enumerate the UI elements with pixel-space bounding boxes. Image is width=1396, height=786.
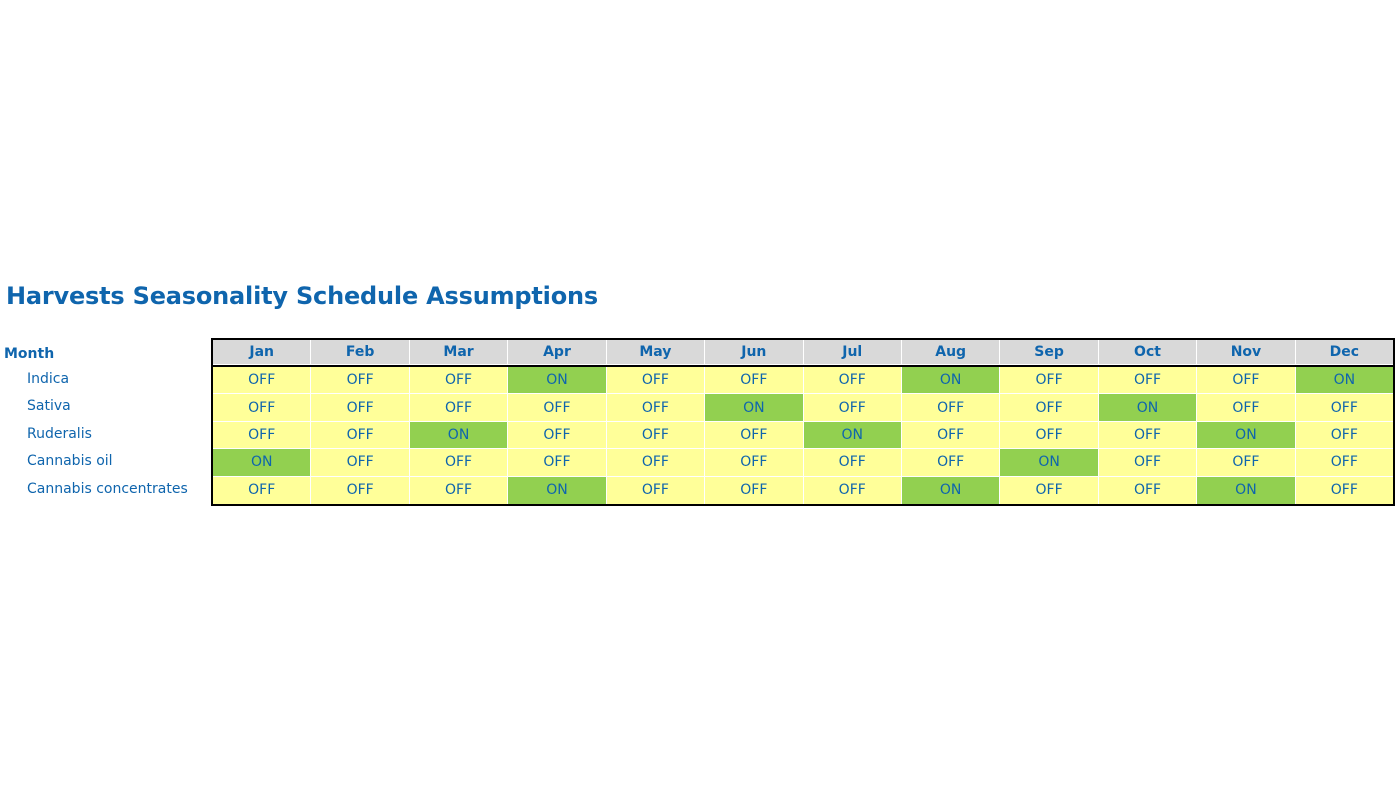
schedule-cell[interactable]: OFF [1197,394,1296,422]
schedule-cell[interactable]: OFF [409,476,509,504]
schedule-cell[interactable]: OFF [606,449,706,477]
month-header-jun[interactable]: Jun [705,340,804,365]
schedule-cell[interactable]: OFF [311,394,410,422]
schedule-cell[interactable]: OFF [213,367,312,395]
month-header-may[interactable]: May [606,340,706,365]
schedule-cell[interactable]: OFF [409,367,509,395]
seasonality-grid: Jan Feb Mar Apr May Jun Jul Aug Sep Oct Nov Dec OFF… [211,338,1395,506]
month-header-sep[interactable]: Sep [1000,340,1099,365]
schedule-cell[interactable]: ON [213,449,312,477]
schedule-cell[interactable]: OFF [705,367,804,395]
schedule-cell[interactable]: OFF [508,421,607,450]
table-row: OFF OFF OFF ON OFF OFF OFF ON OFF OFF ON OFF [213,476,1394,504]
schedule-cell[interactable]: ON [508,367,607,395]
row-label-sativa: Sativa [27,398,71,415]
schedule-cell[interactable]: OFF [803,476,902,504]
schedule-cell[interactable]: OFF [1000,476,1099,504]
schedule-cell[interactable]: OFF [409,394,509,422]
schedule-cell[interactable]: OFF [311,476,410,504]
schedule-cell[interactable]: OFF [508,449,607,477]
schedule-cell[interactable]: OFF [1000,421,1099,450]
schedule-cell[interactable]: OFF [606,421,706,450]
schedule-cell[interactable]: OFF [803,367,902,395]
schedule-cell[interactable]: OFF [311,367,410,395]
schedule-cell[interactable]: ON [705,394,804,422]
month-header-nov[interactable]: Nov [1197,340,1296,365]
schedule-cell[interactable]: OFF [1098,476,1198,504]
table-row: OFF OFF OFF ON OFF OFF OFF ON OFF OFF OFF ON [213,367,1394,395]
schedule-cell[interactable]: OFF [1000,367,1099,395]
row-label-indica: Indica [27,371,70,387]
schedule-cell[interactable]: ON [901,476,1001,504]
row-label-cannabis-concentrates: Cannabis concentrates [27,480,188,497]
schedule-cell[interactable]: OFF [705,421,804,450]
schedule-cell[interactable]: OFF [1295,476,1394,504]
schedule-cell[interactable]: OFF [508,394,607,422]
month-header-mar[interactable]: Mar [409,340,509,365]
schedule-cell[interactable]: OFF [311,449,410,477]
schedule-cell[interactable]: OFF [1295,421,1394,450]
schedule-cell[interactable]: OFF [213,421,312,450]
month-header-aug[interactable]: Aug [901,340,1001,365]
month-header-feb[interactable]: Feb [311,340,410,365]
schedule-cell[interactable]: OFF [1000,394,1099,422]
table-row: OFF OFF ON OFF OFF OFF ON OFF OFF OFF ON OFF [213,421,1394,450]
table-row: OFF OFF OFF OFF OFF ON OFF OFF OFF ON OFF OFF [213,394,1394,422]
schedule-cell[interactable]: OFF [901,421,1001,450]
schedule-cell[interactable]: OFF [213,394,312,422]
schedule-cell[interactable]: ON [508,476,607,504]
schedule-cell[interactable]: ON [803,421,902,450]
row-label-ruderalis: Ruderalis [27,425,92,442]
month-header-jan[interactable]: Jan [213,340,312,365]
schedule-cell[interactable]: OFF [1197,367,1296,395]
month-header-apr[interactable]: Apr [508,340,607,365]
schedule-cell[interactable]: OFF [901,394,1001,422]
schedule-cell[interactable]: ON [1197,421,1296,450]
table-row: ON OFF OFF OFF OFF OFF OFF OFF ON OFF OFF OFF [213,449,1394,477]
schedule-cell[interactable]: OFF [803,449,902,477]
schedule-cell[interactable]: OFF [705,449,804,477]
row-label-cannabis-oil: Cannabis oil [27,453,113,470]
schedule-cell[interactable]: OFF [213,476,312,504]
schedule-cell[interactable]: OFF [311,421,410,450]
grid-body: OFF OFF OFF ON OFF OFF OFF ON OFF OFF OFF ON OFF OFF O… [213,367,1394,504]
schedule-cell[interactable]: OFF [1098,421,1198,450]
schedule-cell[interactable]: OFF [606,476,706,504]
page-title: Harvests Seasonality Schedule Assumption… [6,282,598,310]
schedule-cell[interactable]: OFF [409,449,509,477]
schedule-cell[interactable]: OFF [606,367,706,395]
month-header-oct[interactable]: Oct [1098,340,1198,365]
schedule-cell[interactable]: OFF [606,394,706,422]
schedule-cell[interactable]: ON [1295,367,1394,395]
month-header-jul[interactable]: Jul [803,340,902,365]
schedule-cell[interactable]: ON [1000,449,1099,477]
schedule-cell[interactable]: ON [409,421,509,450]
schedule-cell[interactable]: OFF [1295,449,1394,477]
row-labels: Month Indica Sativa Ruderalis Cannabis oil C… [0,340,210,503]
schedule-cell[interactable]: OFF [803,394,902,422]
schedule-cell[interactable]: OFF [1098,367,1198,395]
schedule-cell[interactable]: OFF [901,449,1001,477]
month-header-dec[interactable]: Dec [1295,340,1394,365]
grid-header-row: Jan Feb Mar Apr May Jun Jul Aug Sep Oct Nov Dec [213,340,1394,367]
schedule-cell[interactable]: ON [901,367,1001,395]
schedule-cell[interactable]: OFF [1098,449,1198,477]
month-header-label: Month [4,346,55,362]
schedule-cell[interactable]: OFF [705,476,804,504]
schedule-cell[interactable]: OFF [1295,394,1394,422]
schedule-cell[interactable]: ON [1197,476,1296,504]
schedule-cell[interactable]: ON [1098,394,1198,422]
schedule-cell[interactable]: OFF [1197,449,1296,477]
